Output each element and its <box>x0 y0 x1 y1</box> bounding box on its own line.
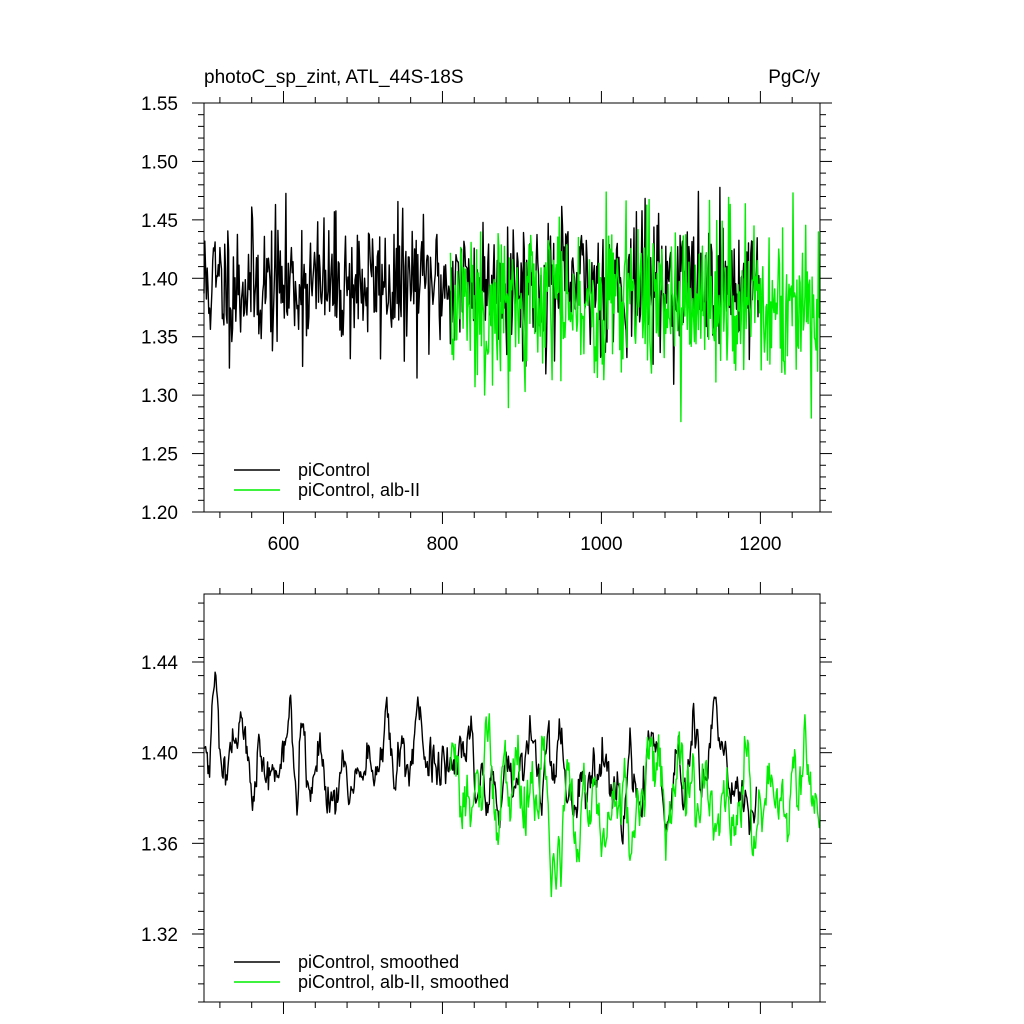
top-series-group <box>203 186 821 423</box>
top-panel: photoC_sp_zint, ATL_44S-18S PgC/y 600 800… <box>141 67 832 555</box>
top-x-tick-label: 1000 <box>580 534 622 555</box>
bottom-panel: 1.32 1.36 1.40 1.44 piControl, smoothed piC… <box>141 582 832 1014</box>
top-chart-units: PgC/y <box>768 67 820 88</box>
top-series-line-alb-ii <box>449 191 821 423</box>
top-y-tick-label: 1.40 <box>141 269 178 290</box>
bottom-legend: piControl, smoothed piControl, alb-II, s… <box>234 952 509 992</box>
bottom-series-line-picontrol <box>203 671 758 845</box>
top-axes: 600 800 1000 1200 1.20 1.25 1.30 1.35 1.40 1.45 1.… <box>141 91 832 555</box>
top-legend-label-picontrol: piControl <box>298 460 370 480</box>
bottom-legend-label-smoothed: piControl, smoothed <box>298 952 459 972</box>
top-y-tick-label: 1.25 <box>141 445 178 466</box>
top-y-tick-label: 1.55 <box>141 94 178 115</box>
top-chart-title: photoC_sp_zint, ATL_44S-18S <box>204 67 464 88</box>
top-x-tick-label: 800 <box>427 534 459 555</box>
top-legend-label-alb-ii: piControl, alb-II <box>298 480 420 500</box>
bottom-series-group <box>203 671 821 898</box>
top-y-tick-label: 1.35 <box>141 328 178 349</box>
bottom-y-tick-label: 1.44 <box>141 653 178 674</box>
top-y-tick-label: 1.30 <box>141 386 178 407</box>
top-y-tick-label: 1.45 <box>141 211 178 232</box>
top-plot-frame <box>203 102 821 513</box>
top-y-tick-label: 1.20 <box>141 503 178 524</box>
top-x-tick-label: 600 <box>268 534 300 555</box>
top-y-tick-label: 1.50 <box>141 152 178 173</box>
bottom-y-tick-label: 1.36 <box>141 834 178 855</box>
bottom-y-tick-label: 1.32 <box>141 925 178 946</box>
bottom-axes: 1.32 1.36 1.40 1.44 <box>141 582 832 1014</box>
bottom-legend-label-alb-ii-smoothed: piControl, alb-II, smoothed <box>298 972 509 992</box>
top-legend: piControl piControl, alb-II <box>234 460 420 500</box>
bottom-y-tick-label: 1.40 <box>141 744 178 765</box>
top-x-tick-label: 1200 <box>739 534 781 555</box>
bottom-plot-frame <box>203 593 821 1003</box>
bottom-series-line-alb-ii <box>449 713 821 898</box>
